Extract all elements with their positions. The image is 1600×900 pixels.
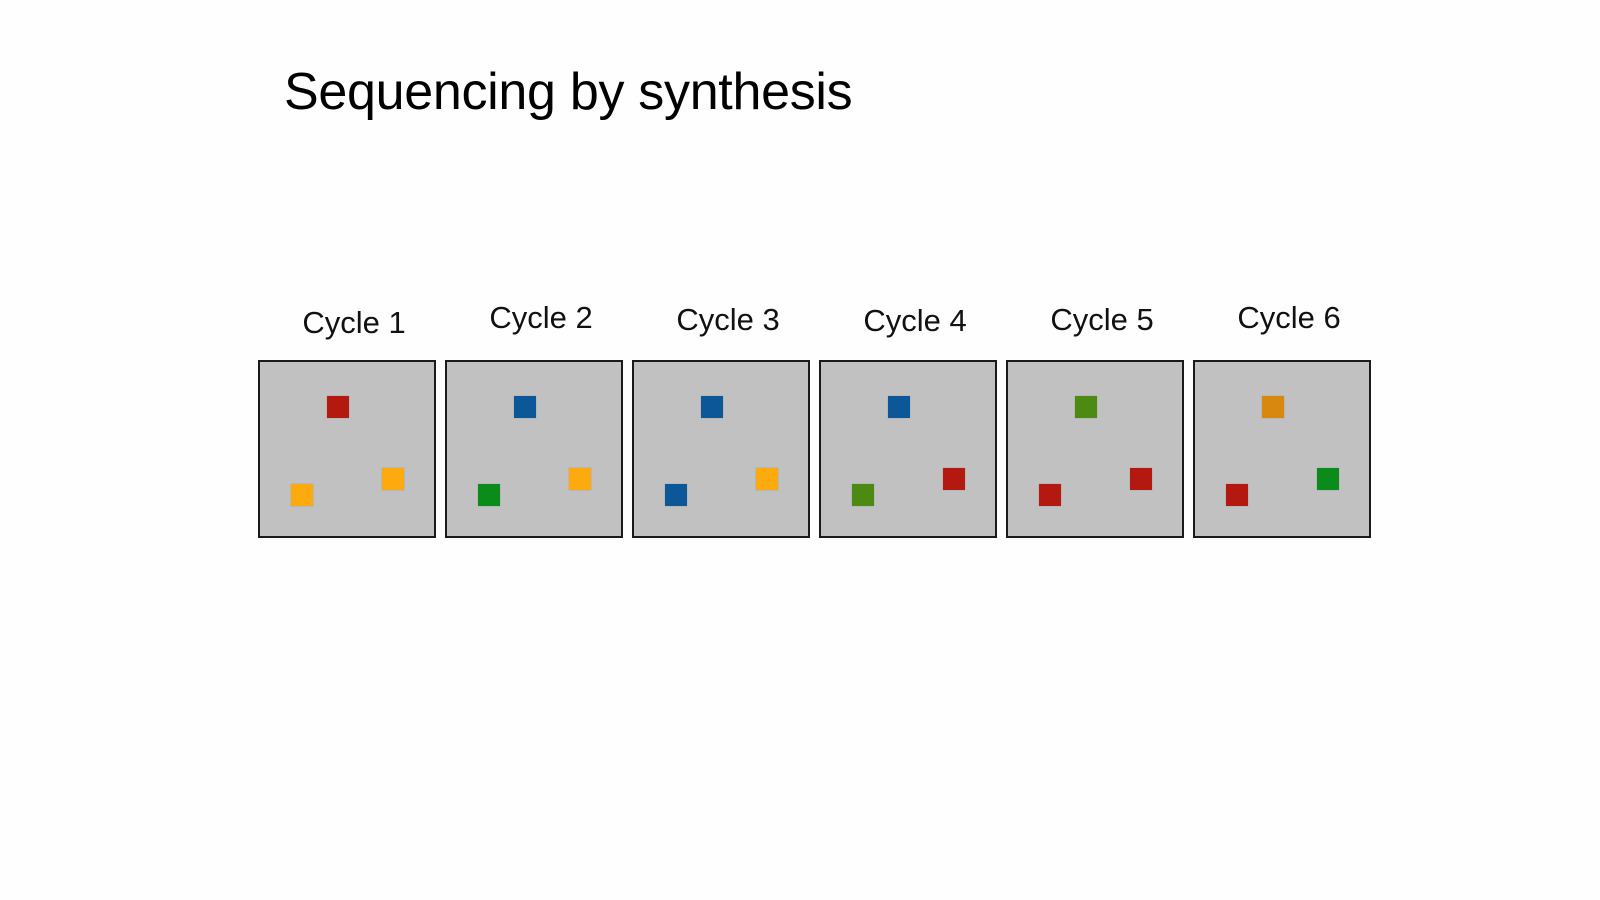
cluster-spot-right: [382, 468, 404, 490]
flow-cell-panel: [1006, 360, 1184, 538]
cluster-spot-right: [569, 468, 591, 490]
flow-cell-panel: [1193, 360, 1371, 538]
cycle-label: Cycle 6: [1237, 300, 1341, 335]
cluster-spot-top: [1262, 396, 1284, 418]
flow-cell-panel: [445, 360, 623, 538]
slide-title: Sequencing by synthesis: [284, 63, 853, 121]
cluster-spot-left: [852, 484, 874, 506]
cluster-spot-top: [1075, 396, 1097, 418]
cluster-spot-right: [756, 468, 778, 490]
flow-cell-panel: [258, 360, 436, 538]
cluster-spot-left: [291, 484, 313, 506]
cycle-label: Cycle 1: [302, 305, 406, 340]
cluster-spot-right: [943, 468, 965, 490]
cluster-spot-right: [1317, 468, 1339, 490]
cluster-spot-right: [1130, 468, 1152, 490]
cluster-spot-top: [514, 396, 536, 418]
cluster-spot-left: [1039, 484, 1061, 506]
cluster-spot-top: [327, 396, 349, 418]
cluster-spot-top: [888, 396, 910, 418]
flow-cell-panel: [632, 360, 810, 538]
cluster-spot-top: [701, 396, 723, 418]
cycle-label: Cycle 5: [1050, 302, 1154, 337]
cycle-label: Cycle 2: [489, 300, 593, 335]
flow-cell-panel: [819, 360, 997, 538]
cluster-spot-left: [478, 484, 500, 506]
cycle-label: Cycle 3: [676, 302, 780, 337]
cluster-spot-left: [1226, 484, 1248, 506]
cluster-spot-left: [665, 484, 687, 506]
cycle-label: Cycle 4: [863, 303, 967, 338]
